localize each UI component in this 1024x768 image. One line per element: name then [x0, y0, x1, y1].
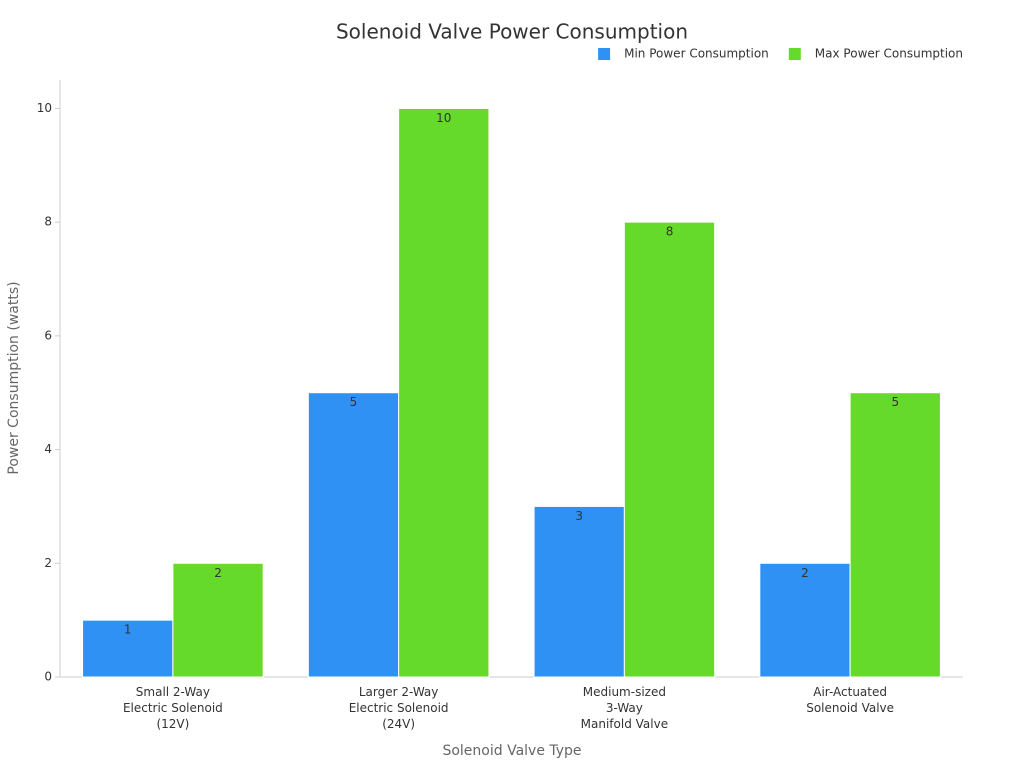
- legend-swatch: [598, 48, 611, 60]
- value-label: 5: [891, 395, 899, 409]
- value-label: 5: [350, 395, 358, 409]
- value-label: 8: [666, 225, 674, 239]
- x-axis-label: Solenoid Valve Type: [442, 743, 581, 759]
- x-tick-label: Medium-sized 3-Way Manifold Valve: [581, 685, 668, 731]
- value-label: 3: [575, 509, 583, 523]
- y-tick-label: 0: [44, 670, 52, 684]
- bar: [172, 562, 264, 678]
- y-tick-label: 2: [44, 556, 52, 570]
- bar: [623, 221, 716, 678]
- y-axis-label: Power Consumption (watts): [6, 281, 22, 474]
- bar: [82, 619, 174, 678]
- y-tick-label: 4: [44, 442, 52, 456]
- value-label: 2: [214, 566, 222, 580]
- legend-swatch: [788, 48, 801, 60]
- chart-title: Solenoid Valve Power Consumption: [336, 20, 688, 44]
- x-tick-label: Air-Actuated Solenoid Valve: [806, 685, 894, 715]
- bar: [533, 505, 625, 678]
- legend-label: Min Power Consumption: [624, 47, 769, 61]
- bar: [759, 562, 851, 678]
- bar: [849, 392, 941, 678]
- bar: [307, 392, 400, 678]
- value-label: 2: [801, 566, 809, 580]
- value-label: 1: [124, 623, 132, 637]
- y-tick-label: 6: [44, 328, 52, 342]
- x-tick-label: Larger 2-Way Electric Solenoid (24V): [349, 685, 449, 731]
- y-tick-label: 8: [44, 215, 52, 229]
- value-label: 10: [436, 111, 451, 125]
- x-tick-label: Small 2-Way Electric Solenoid (12V): [123, 685, 223, 731]
- bar: [398, 107, 490, 678]
- y-tick-label: 10: [37, 101, 52, 115]
- legend-label: Max Power Consumption: [815, 47, 963, 61]
